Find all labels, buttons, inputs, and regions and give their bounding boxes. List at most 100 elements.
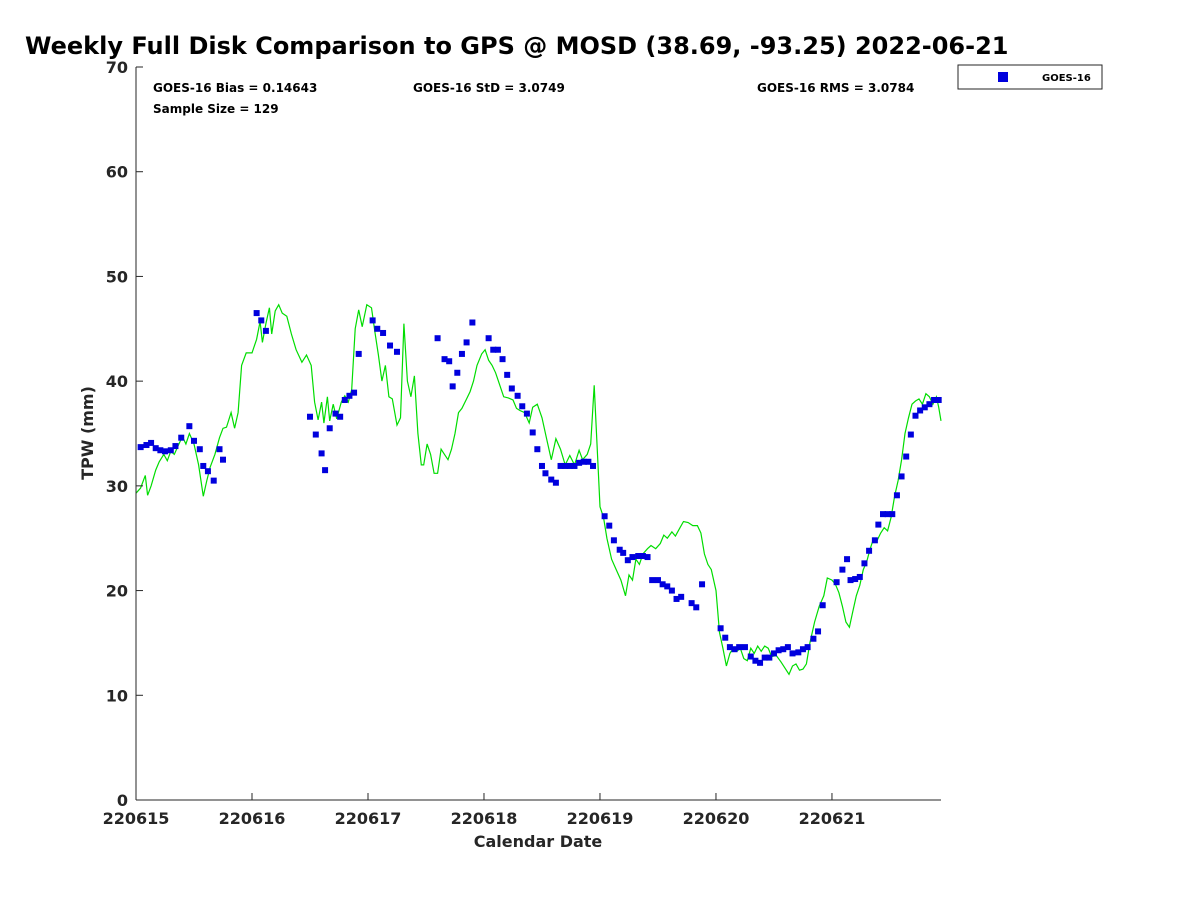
goes-16-point xyxy=(262,327,269,334)
goes-16-point xyxy=(590,462,597,469)
goes-16-point xyxy=(856,573,863,580)
goes-16-point xyxy=(804,644,811,651)
y-tick-label: 10 xyxy=(106,686,128,705)
goes-16-point xyxy=(196,446,203,453)
goes-16-point xyxy=(562,462,569,469)
goes-16-point xyxy=(580,458,587,465)
goes-16-point xyxy=(893,492,900,499)
y-axis-label: TPW (mm) xyxy=(78,386,97,480)
goes-16-point xyxy=(620,549,627,556)
goes-16-point xyxy=(534,446,541,453)
goes-16-point xyxy=(654,577,661,584)
y-tick-label: 50 xyxy=(106,267,128,286)
goes-16-point xyxy=(819,602,826,609)
goes-16-point xyxy=(499,356,506,363)
goes-16-point xyxy=(157,447,164,454)
goes-16-point xyxy=(871,537,878,544)
goes-16-point xyxy=(673,595,680,602)
goes-16-point xyxy=(852,576,859,583)
goes-16-point xyxy=(784,644,791,651)
goes-16-point xyxy=(186,423,193,430)
goes-16-point xyxy=(907,431,914,438)
goes-16-series xyxy=(137,310,942,666)
goes-16-point xyxy=(463,339,470,346)
goes-16-point xyxy=(369,317,376,324)
goes-16-point xyxy=(351,389,358,396)
goes-16-point xyxy=(137,444,144,451)
goes-16-point xyxy=(736,644,743,651)
goes-16-point xyxy=(548,476,555,483)
goes-16-point xyxy=(514,392,521,399)
goes-16-point xyxy=(332,410,339,417)
goes-16-point xyxy=(167,447,174,454)
goes-16-point xyxy=(519,403,526,410)
goes-16-point xyxy=(780,646,787,653)
y-tick-label: 0 xyxy=(117,791,128,810)
goes-16-point xyxy=(204,468,211,475)
goes-16-point xyxy=(884,511,891,518)
goes-16-point xyxy=(839,566,846,573)
goes-16-point xyxy=(494,346,501,353)
goes-16-point xyxy=(485,335,492,342)
goes-16-point xyxy=(387,342,394,349)
x-tick-label: 220617 xyxy=(335,809,402,828)
goes-16-point xyxy=(143,442,150,449)
x-tick-label: 220616 xyxy=(219,809,286,828)
legend: GOES-16 xyxy=(957,64,1103,90)
goes-16-point xyxy=(542,470,549,477)
goes-16-point xyxy=(200,462,207,469)
goes-16-point xyxy=(861,560,868,567)
x-axis-label: Calendar Date xyxy=(474,832,603,851)
gps-series xyxy=(135,303,942,676)
gps-line xyxy=(135,303,942,676)
goes-16-point xyxy=(815,628,822,635)
goes-16-point xyxy=(454,369,461,376)
goes-16-point xyxy=(190,437,197,444)
goes-16-point xyxy=(152,445,159,452)
goes-16-point xyxy=(766,654,773,661)
y-tick-label: 60 xyxy=(106,163,128,182)
goes-16-point xyxy=(346,392,353,399)
goes-16-point xyxy=(741,644,748,651)
goes-16-point xyxy=(529,429,536,436)
goes-16-point xyxy=(253,310,260,317)
goes-16-point xyxy=(318,450,325,457)
goes-16-point xyxy=(216,446,223,453)
goes-16-point xyxy=(903,453,910,460)
goes-16-point xyxy=(566,462,573,469)
goes-16-point xyxy=(931,396,938,403)
goes-16-point xyxy=(833,579,840,586)
goes-16-point xyxy=(752,657,759,664)
goes-16-point xyxy=(148,439,155,446)
goes-16-point xyxy=(926,401,933,408)
goes-16-point xyxy=(717,625,724,632)
goes-16-point xyxy=(935,396,942,403)
y-tick-label: 70 xyxy=(106,58,128,77)
legend-box xyxy=(957,64,1103,90)
goes-16-point xyxy=(726,644,733,651)
goes-16-point xyxy=(688,600,695,607)
goes-16-point xyxy=(644,554,651,561)
goes-16-point xyxy=(585,458,592,465)
goes-16-point xyxy=(844,556,851,563)
x-tick-label: 220621 xyxy=(799,809,866,828)
x-tick-label: 220615 xyxy=(103,809,170,828)
goes-16-point xyxy=(810,635,817,642)
goes-16-point xyxy=(161,448,168,455)
goes-16-point xyxy=(616,546,623,553)
goes-16-point xyxy=(326,425,333,432)
goes-16-point xyxy=(306,413,313,420)
goes-16-point xyxy=(889,511,896,518)
goes-16-point xyxy=(576,459,583,466)
goes-16-point xyxy=(659,581,666,588)
goes-16-point xyxy=(490,346,497,353)
goes-16-point xyxy=(898,473,905,480)
legend-label: GOES-16 xyxy=(1042,73,1091,84)
goes-16-point xyxy=(469,319,476,326)
goes-16-point xyxy=(355,350,362,357)
y-tick-label: 30 xyxy=(106,477,128,496)
goes-16-point xyxy=(699,581,706,588)
goes-16-point xyxy=(523,410,530,417)
goes-16-point xyxy=(441,356,448,363)
bias-stat: GOES-16 Bias = 0.14643 xyxy=(153,81,317,95)
